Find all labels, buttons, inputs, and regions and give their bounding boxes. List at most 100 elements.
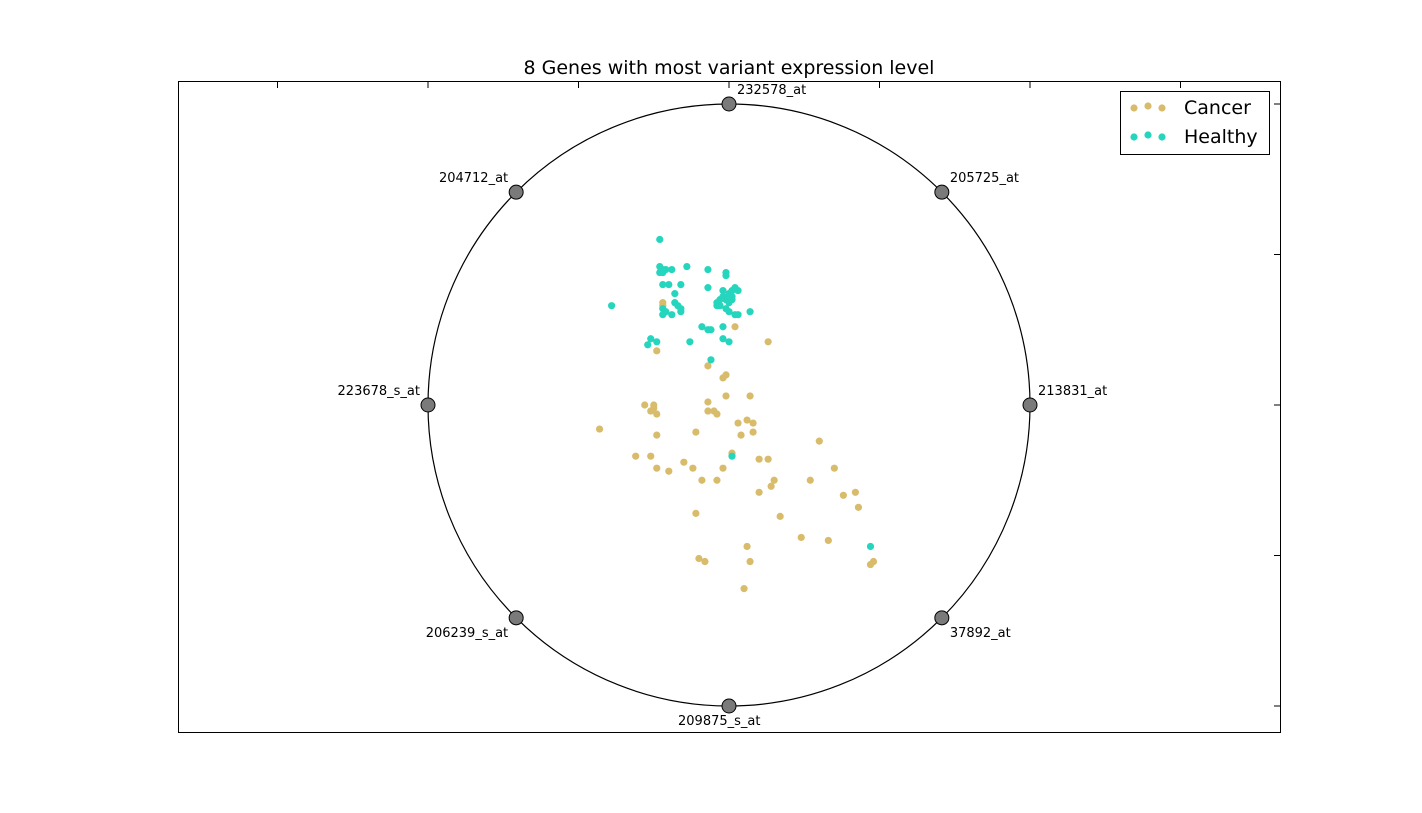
legend-marker xyxy=(1130,133,1138,141)
point-cancer xyxy=(746,392,754,400)
point-healthy xyxy=(728,452,736,460)
legend-marker xyxy=(1130,104,1138,112)
series-healthy xyxy=(608,235,875,551)
point-cancer xyxy=(722,392,730,400)
point-cancer xyxy=(632,452,640,460)
point-healthy xyxy=(722,268,730,277)
point-cancer xyxy=(854,503,863,511)
point-healthy xyxy=(665,281,673,289)
point-cancer xyxy=(704,362,712,370)
point-cancer xyxy=(653,410,661,418)
point-cancer xyxy=(595,425,604,433)
point-cancer xyxy=(749,428,757,436)
point-cancer xyxy=(695,554,703,563)
axis-ticks xyxy=(277,81,1281,707)
anchor-point xyxy=(508,610,524,626)
point-cancer xyxy=(740,585,748,593)
legend: Cancer Healthy xyxy=(1120,91,1270,155)
point-cancer xyxy=(692,428,700,436)
legend-marker xyxy=(1158,104,1166,112)
legend-label: Healthy xyxy=(1184,126,1258,148)
legend-marker xyxy=(1158,133,1166,141)
anchor-point xyxy=(508,184,524,200)
point-cancer xyxy=(689,464,697,472)
point-cancer xyxy=(647,407,655,415)
point-healthy xyxy=(644,341,652,349)
point-cancer xyxy=(692,509,700,517)
point-cancer xyxy=(653,431,661,439)
point-cancer xyxy=(722,371,730,379)
point-healthy xyxy=(659,281,667,289)
point-healthy xyxy=(608,302,616,310)
point-cancer xyxy=(749,419,757,427)
point-cancer xyxy=(806,476,814,484)
point-cancer xyxy=(647,452,655,460)
point-cancer xyxy=(824,536,832,545)
point-cancer xyxy=(743,542,751,551)
anchor-label: 209875_s_at xyxy=(678,714,760,729)
point-healthy xyxy=(707,326,715,334)
point-cancer xyxy=(746,557,754,566)
point-healthy xyxy=(725,338,733,346)
point-cancer xyxy=(737,431,745,439)
anchor-label: 205725_at xyxy=(950,171,1019,186)
point-healthy xyxy=(677,281,685,289)
point-healthy xyxy=(659,268,667,277)
point-healthy xyxy=(647,335,655,343)
point-cancer xyxy=(719,464,727,472)
point-cancer xyxy=(665,467,673,475)
point-cancer xyxy=(653,464,661,472)
point-cancer xyxy=(755,455,763,463)
point-cancer xyxy=(797,533,805,542)
scatter-series xyxy=(595,235,878,593)
point-healthy xyxy=(728,296,736,304)
point-healthy xyxy=(707,356,715,364)
point-cancer xyxy=(641,401,649,409)
anchor-label: 223678_s_at xyxy=(338,384,420,399)
point-healthy xyxy=(719,335,727,343)
point-healthy xyxy=(725,308,733,316)
point-healthy xyxy=(746,308,754,316)
point-cancer xyxy=(653,347,661,355)
point-cancer xyxy=(776,512,784,520)
anchor-point xyxy=(934,184,950,200)
point-cancer xyxy=(743,416,751,424)
anchor-label: 232578_at xyxy=(737,83,806,98)
series-cancer xyxy=(595,299,878,593)
anchor-point xyxy=(1022,397,1038,413)
point-cancer xyxy=(731,323,739,331)
point-cancer xyxy=(698,476,706,484)
point-healthy xyxy=(734,311,742,319)
point-healthy xyxy=(719,323,727,331)
point-cancer xyxy=(734,419,742,427)
anchor-point xyxy=(721,698,737,714)
point-healthy xyxy=(734,287,742,295)
point-cancer xyxy=(767,482,775,490)
point-healthy xyxy=(653,338,661,346)
point-healthy xyxy=(704,265,712,274)
anchor-label: 204712_at xyxy=(439,171,508,186)
point-healthy xyxy=(683,262,691,271)
point-healthy xyxy=(686,338,694,346)
point-cancer xyxy=(704,407,712,415)
gene-anchors: 232578_at 205725_at 213831_at 37892_at 20987… xyxy=(338,83,1108,729)
point-healthy xyxy=(677,308,685,316)
anchor-point xyxy=(934,610,950,626)
legend-entry-healthy: Healthy xyxy=(1130,126,1258,148)
point-cancer xyxy=(851,488,860,496)
point-healthy xyxy=(698,323,706,331)
point-cancer xyxy=(764,455,772,463)
point-healthy xyxy=(656,235,664,244)
point-cancer xyxy=(869,557,878,566)
point-healthy xyxy=(719,287,727,295)
point-cancer xyxy=(815,437,823,445)
point-healthy xyxy=(704,284,712,292)
point-cancer xyxy=(755,488,763,496)
point-cancer xyxy=(713,410,721,418)
point-healthy xyxy=(716,302,724,310)
point-cancer xyxy=(830,464,838,472)
point-healthy xyxy=(671,290,679,298)
point-healthy xyxy=(668,311,676,319)
legend-entry-cancer: Cancer xyxy=(1130,97,1251,119)
